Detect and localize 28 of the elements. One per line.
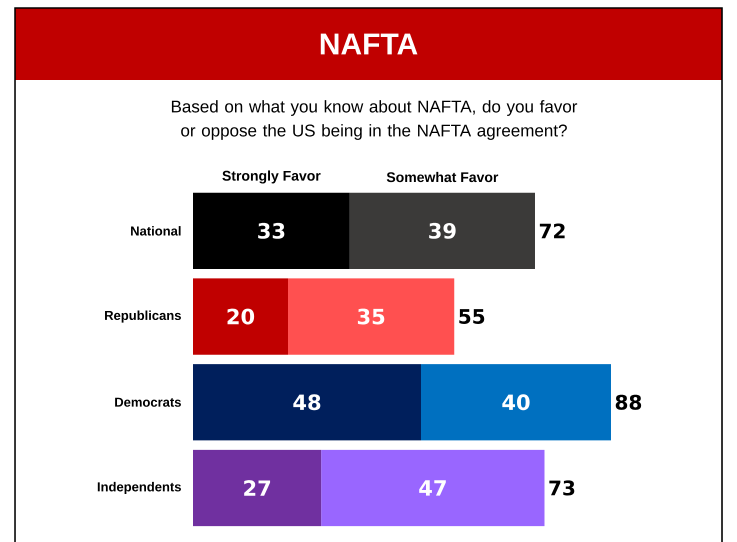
y-tick-label: Independents [98, 482, 181, 494]
data-label: 39 [429, 222, 456, 239]
bar [288, 278, 454, 355]
series-label: Strongly Favor [222, 170, 321, 184]
series-label: Somewhat Favor [386, 172, 498, 182]
bar [321, 450, 544, 526]
y-tick-label: Republicans [105, 310, 181, 323]
data-label: 47 [419, 480, 446, 496]
bar [420, 364, 611, 440]
data-label: 33 [258, 222, 284, 239]
bar [350, 192, 535, 269]
data-label: 20 [228, 308, 254, 324]
data-label: 40 [502, 394, 530, 410]
data-label: 48 [293, 394, 320, 410]
data-label: 35 [358, 308, 384, 324]
total-label: 72 [540, 223, 565, 238]
chart-subtitle: Based on what you know about NAFTA, do you favor or oppose the US being in the NAFTA agreement? [172, 100, 578, 140]
bar [193, 192, 350, 269]
y-tick-label: National [131, 226, 181, 236]
y-tick-label: Democrats [115, 398, 181, 407]
data-label: 27 [244, 480, 270, 496]
chart-title: NAFTA [320, 34, 418, 54]
bar [193, 364, 421, 440]
total-label: 73 [549, 480, 574, 496]
total-label: 55 [459, 309, 484, 324]
total-label: 88 [616, 394, 642, 410]
bar [193, 278, 288, 355]
bar [193, 450, 322, 526]
